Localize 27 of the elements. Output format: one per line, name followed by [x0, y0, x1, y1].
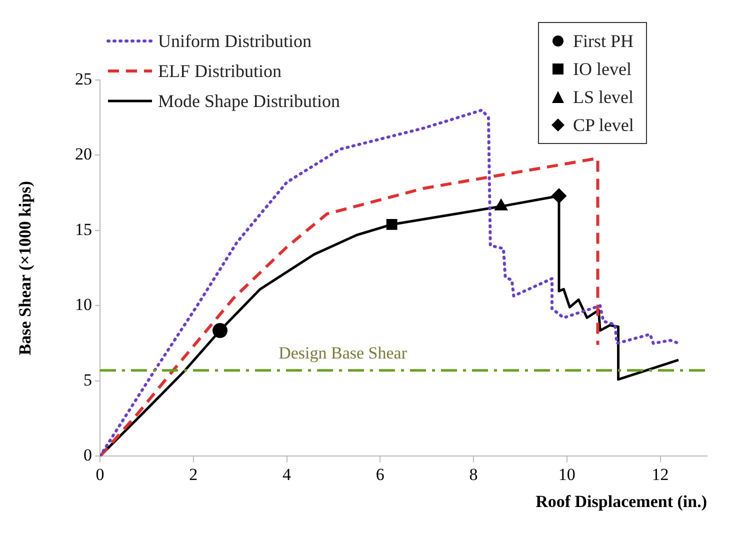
legend-label: Uniform Distribution — [158, 30, 312, 53]
legend-label: First PH — [573, 30, 634, 53]
legend-label: Mode Shape Distribution — [158, 90, 340, 113]
x-tick-label: 6 — [376, 464, 384, 484]
legend-label: IO level — [573, 58, 632, 81]
x-tick-label: 8 — [469, 464, 478, 484]
point — [386, 219, 398, 230]
y-axis-title: Base Shear (×1000 kips) — [16, 181, 35, 356]
x-axis-title: Roof Displacement (in.) — [536, 492, 707, 512]
legend-label: LS level — [573, 86, 634, 109]
y-tick-label: 0 — [84, 446, 92, 465]
x-tick-label: 10 — [558, 464, 576, 484]
y-tick-label: 10 — [75, 295, 92, 314]
legend-label: ELF Distribution — [158, 60, 282, 83]
line-series — [100, 156, 600, 456]
y-tick-label: 25 — [75, 69, 92, 88]
ref-line-label: Design Base Shear — [278, 343, 408, 362]
x-tick-label: 0 — [96, 464, 104, 484]
y-tick-label: 15 — [75, 220, 92, 239]
x-tick-label: 12 — [652, 464, 669, 484]
point — [551, 188, 566, 204]
y-tick-label: 20 — [75, 144, 92, 164]
y-tick-label: 5 — [84, 370, 92, 390]
point — [212, 323, 228, 338]
legend-label: CP level — [573, 114, 634, 137]
x-tick-label: 4 — [282, 464, 292, 484]
x-tick-label: 2 — [189, 464, 198, 484]
